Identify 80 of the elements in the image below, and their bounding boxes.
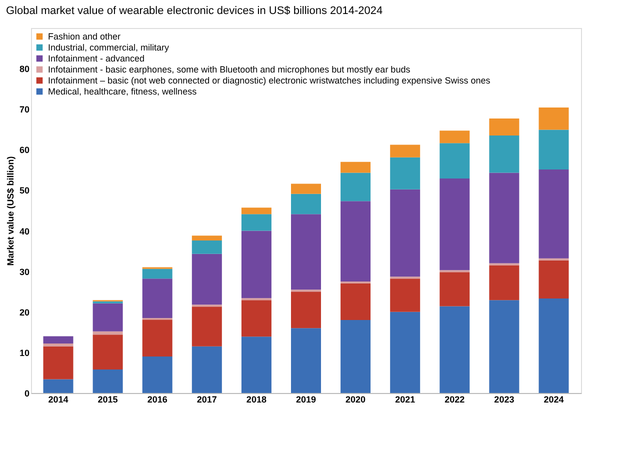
bar [291, 214, 321, 290]
bar [142, 356, 172, 393]
bar [92, 369, 123, 393]
y-tick-label: 10 [19, 348, 30, 358]
y-tick-label: 40 [19, 226, 30, 236]
x-tick-label: 2021 [395, 394, 416, 404]
x-tick-label: 2020 [346, 394, 366, 404]
bar [538, 170, 569, 258]
y-tick-label: 0 [24, 388, 30, 398]
bar [489, 135, 520, 173]
bar [390, 157, 420, 190]
bar [489, 300, 520, 393]
bar [192, 236, 222, 241]
bar [291, 194, 321, 214]
bar [241, 336, 272, 393]
legend-label: Industrial, commercial, military [48, 42, 170, 52]
y-tick-label: 20 [19, 307, 30, 318]
bar [291, 184, 321, 194]
y-tick-label: 50 [19, 186, 30, 196]
bar [291, 292, 321, 328]
y-tick-label: 80 [19, 64, 30, 74]
bar [390, 189, 420, 277]
bar [440, 143, 470, 178]
bar [340, 201, 371, 282]
bar [538, 298, 569, 393]
legend-label: Medical, healthcare, fitness, wellness [48, 86, 198, 96]
legend-label: Fashion and other [48, 32, 121, 42]
bar [291, 328, 321, 393]
bar [538, 130, 569, 170]
bar [92, 331, 123, 335]
bar [92, 334, 123, 370]
bar [390, 144, 420, 158]
bar [440, 178, 470, 270]
bar [142, 278, 172, 318]
x-tick-label: 2018 [246, 394, 266, 404]
bar [192, 240, 222, 254]
x-tick-label: 2014 [48, 394, 68, 404]
legend-label: Infotainment - basic earphones, some with Bluetooth and microphones but mostly ear buds [48, 64, 411, 74]
x-tick-label: 2024 [544, 394, 564, 404]
x-tick-label: 2023 [494, 394, 514, 404]
bar [142, 268, 172, 279]
y-tick-label: 30 [19, 266, 30, 277]
bar [538, 107, 569, 130]
y-tick-label: 70 [19, 104, 30, 115]
y-tick-label: 60 [19, 145, 30, 156]
legend-label: Infotainment - advanced [48, 54, 145, 64]
bar [340, 172, 371, 202]
bar [241, 230, 272, 298]
bar [43, 379, 74, 393]
x-tick-label: 2019 [296, 394, 316, 404]
bar [489, 118, 520, 136]
bar [538, 260, 569, 299]
bar [241, 300, 272, 337]
bar [43, 336, 74, 344]
x-tick-label: 2022 [444, 394, 465, 404]
bar [340, 284, 371, 320]
bar [192, 346, 222, 393]
bar [192, 306, 222, 346]
bar [43, 346, 74, 380]
x-tick-label: 2016 [147, 394, 168, 404]
bar [440, 272, 470, 306]
bar [340, 162, 371, 173]
bar [192, 254, 222, 305]
bar [241, 214, 272, 231]
bar [489, 172, 520, 264]
bar [43, 344, 74, 346]
bar [92, 303, 123, 332]
legend-label: Infotainment – basic (not web connected or diagnostic) electronic wristwatches including expensive Swiss ones [48, 76, 491, 86]
bar [142, 320, 172, 356]
bar [340, 320, 371, 393]
bar [489, 265, 520, 300]
bar [241, 208, 272, 214]
bar [440, 130, 470, 144]
bar [390, 312, 420, 393]
x-tick-label: 2017 [196, 394, 217, 404]
y-axis-title: Market value (US$ billion) [5, 156, 16, 266]
bar [390, 278, 420, 312]
x-tick-label: 2015 [98, 394, 118, 404]
bar [440, 306, 470, 393]
chart-title: Global market value of wearable electronic devices in US$ billions 2014-2024 [6, 5, 383, 17]
